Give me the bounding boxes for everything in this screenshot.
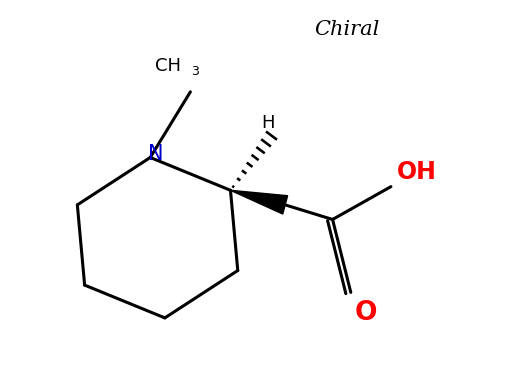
Text: CH: CH — [156, 57, 181, 75]
Text: H: H — [262, 114, 275, 132]
Text: OH: OH — [396, 160, 436, 184]
Text: N: N — [148, 144, 164, 164]
Text: O: O — [354, 300, 377, 326]
Text: 3: 3 — [191, 65, 199, 78]
Text: Chiral: Chiral — [314, 20, 380, 40]
Polygon shape — [230, 190, 288, 214]
